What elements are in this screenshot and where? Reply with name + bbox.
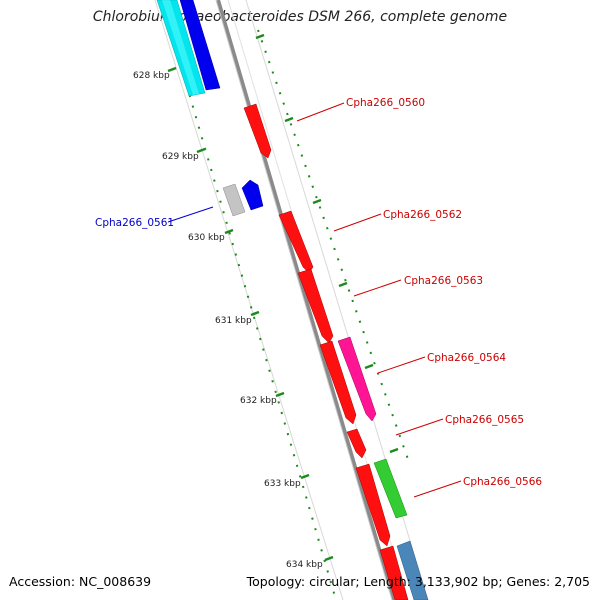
gene-label-0565[interactable]: Cpha266_0565: [445, 414, 524, 426]
leader-0561: [167, 206, 214, 223]
feature-rrna-top[interactable]: [156, 0, 206, 97]
leader-0565: [395, 418, 444, 436]
kbp-tick-marks: [167, 66, 334, 562]
inner-tick-marks: [255, 33, 399, 454]
gene-label-0562[interactable]: Cpha266_0562: [383, 209, 462, 221]
feature-cds-0563[interactable]: [297, 268, 334, 344]
gene-label-0564[interactable]: Cpha266_0564: [427, 352, 506, 364]
feature-cds-0561[interactable]: [241, 179, 264, 211]
leader-0560: [296, 102, 345, 122]
leader-0563: [353, 279, 402, 297]
backbone: [215, 0, 396, 600]
kbp-label-633: 633 kbp: [264, 479, 301, 489]
feature-cds-0566[interactable]: [355, 463, 391, 547]
kbp-label-631: 631 kbp: [215, 316, 252, 326]
feature-other-0566[interactable]: [373, 458, 408, 519]
leader-0566: [413, 480, 462, 498]
leader-0562: [333, 213, 382, 232]
feature-pseudogene[interactable]: [222, 183, 246, 217]
gene-label-0561[interactable]: Cpha266_0561: [95, 217, 174, 229]
kbp-label-634: 634 kbp: [286, 560, 323, 570]
feature-cds-bottom[interactable]: [379, 545, 409, 600]
gene-label-0560[interactable]: Cpha266_0560: [346, 97, 425, 109]
feature-cds-0560[interactable]: [243, 103, 272, 159]
accession-text: Accession: NC_008639: [9, 574, 152, 589]
feature-misc-bottom[interactable]: [396, 540, 429, 600]
feature-cds-reverse-top[interactable]: [179, 0, 221, 91]
kbp-label-632: 632 kbp: [240, 396, 277, 406]
kbp-label-628: 628 kbp: [133, 71, 170, 81]
feature-cds-0565[interactable]: [346, 428, 367, 459]
kbp-label-629: 629 kbp: [162, 152, 199, 162]
feature-trna-0564[interactable]: [337, 336, 377, 422]
feature-cds-0564[interactable]: [319, 340, 357, 425]
outer-track-line: [154, 0, 344, 600]
leader-0564: [377, 356, 426, 374]
gene-label-0566[interactable]: Cpha266_0566: [463, 476, 542, 488]
kbp-label-630: 630 kbp: [188, 233, 225, 243]
genome-summary-text: Topology: circular; Length: 3,133,902 bp…: [246, 574, 590, 589]
gene-label-0563[interactable]: Cpha266_0563: [404, 275, 483, 287]
